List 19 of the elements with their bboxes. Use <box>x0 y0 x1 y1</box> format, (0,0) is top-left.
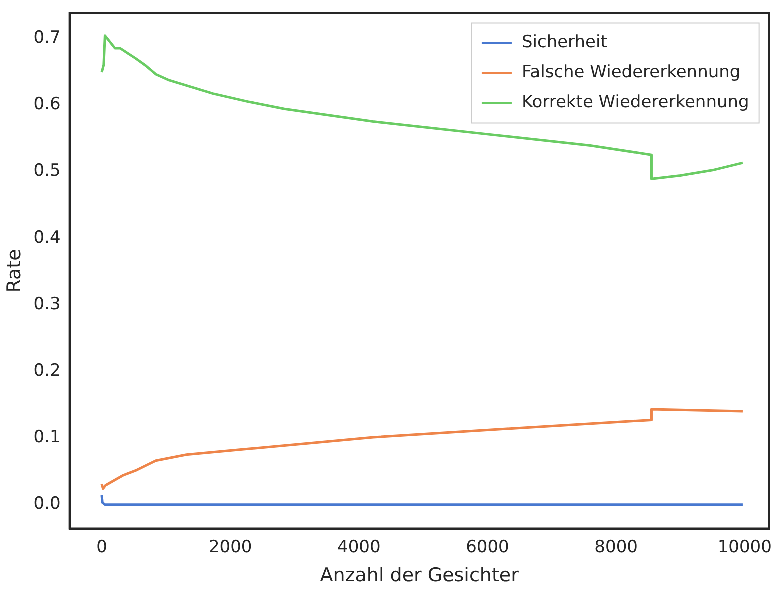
y-tick-label: 0.0 <box>34 494 61 514</box>
y-tick-label: 0.1 <box>34 428 61 448</box>
y-tick-label: 0.2 <box>34 361 61 382</box>
x-tick-label: 2000 <box>208 537 252 558</box>
y-tick-label: 0.3 <box>34 294 61 314</box>
x-tick-label: 4000 <box>338 537 381 558</box>
y-tick-label: 0.4 <box>34 228 61 248</box>
legend-label: Falsche Wiedererkennung <box>522 62 741 83</box>
x-tick-label: 6000 <box>466 537 510 558</box>
y-tick-label: 0.5 <box>34 161 61 182</box>
legend-label: Sicherheit <box>522 32 608 53</box>
y-axis-title: Rate <box>3 249 26 293</box>
legend-label: Korrekte Wiedererkennung <box>522 92 750 113</box>
x-axis-title: Anzahl der Gesichter <box>320 564 520 587</box>
x-tick-label: 0 <box>96 537 108 558</box>
x-tick-label: 8000 <box>594 537 638 558</box>
y-tick-label: 0.7 <box>34 28 61 48</box>
x-tick-label: 10000 <box>718 537 772 558</box>
y-tick-label: 0.6 <box>34 94 61 115</box>
